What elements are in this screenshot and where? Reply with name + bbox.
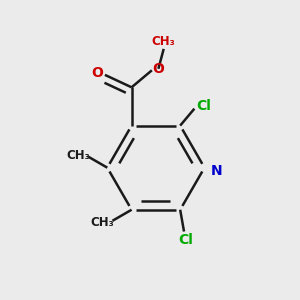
Text: O: O [92, 66, 104, 80]
Text: O: O [152, 62, 164, 76]
Text: CH₃: CH₃ [66, 149, 90, 162]
Text: Cl: Cl [178, 233, 193, 247]
Text: CH₃: CH₃ [90, 216, 114, 229]
Text: CH₃: CH₃ [152, 35, 176, 48]
Text: N: N [211, 164, 223, 178]
Text: Cl: Cl [196, 99, 211, 113]
